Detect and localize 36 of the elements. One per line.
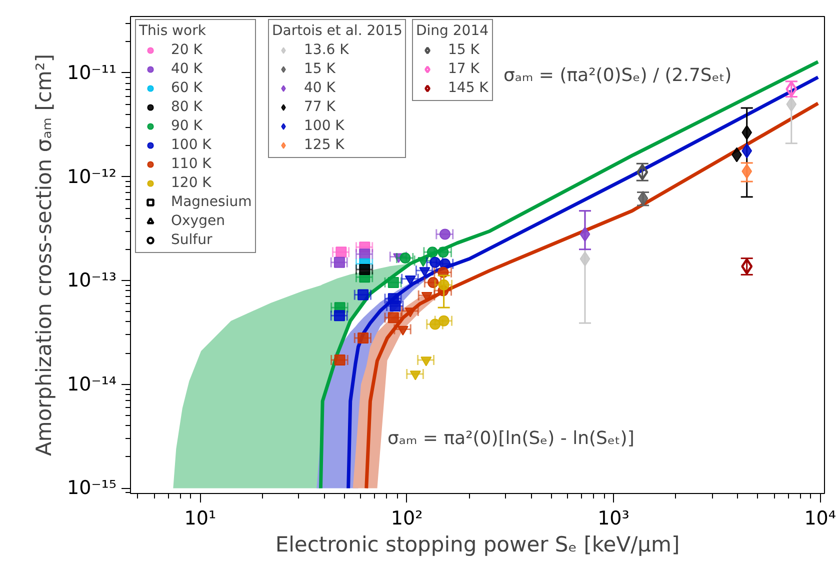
y-tick-label: 10⁻¹³	[67, 270, 117, 292]
y-tick-label: 10⁻¹⁵	[67, 477, 117, 500]
y-tick-label: 10⁻¹⁴	[67, 373, 117, 396]
text: This work	[139, 23, 206, 39]
legend-label: 13.6 K	[304, 41, 349, 59]
legend-label: Oxygen	[171, 212, 225, 230]
legend-label: 125 K	[304, 136, 344, 154]
annotation: σₐₘ = (πa²(0)Sₑ) / (2.7Sₑₜ)	[504, 65, 732, 86]
legend-label: Sulfur	[171, 231, 212, 249]
legend-label: 145 K	[448, 79, 488, 97]
legend-label: 17 K	[448, 60, 480, 78]
legend-label: 77 K	[304, 98, 336, 116]
legend-label: 90 K	[171, 117, 202, 135]
y-axis-title: Amorphization cross-section σₐₘ [cm²]	[32, 54, 56, 456]
x-axis-title: Electronic stopping power Sₑ [keV/µm]	[275, 532, 680, 556]
y-tick-label: 10⁻¹¹	[67, 62, 117, 84]
annotation: σₐₘ = πa²(0)[ln(Sₑ) - ln(Sₑₜ)]	[388, 428, 634, 449]
x-tick-label: 10⁴	[804, 508, 836, 530]
legend-label: 20 K	[171, 41, 202, 59]
legend-label: 120 K	[171, 174, 212, 192]
x-tick-label: 10²	[390, 508, 423, 530]
x-tick-label: 10¹	[184, 508, 216, 530]
legend-label: 60 K	[171, 79, 202, 97]
legend-label: 80 K	[171, 98, 202, 116]
legend-label: 100 K	[171, 136, 212, 154]
legend-label: 110 K	[171, 155, 212, 173]
text: Ding 2014	[416, 23, 489, 39]
legend-label: 15 K	[304, 60, 336, 78]
legend-label: 15 K	[448, 41, 480, 59]
legend-label: Magnesium	[171, 193, 252, 211]
x-tick-label: 10³	[598, 508, 630, 530]
y-tick-label: 10⁻¹²	[67, 166, 117, 188]
legend-label: 40 K	[304, 79, 336, 97]
legend-label: 100 K	[304, 117, 344, 135]
text: Dartois et al. 2015	[272, 23, 402, 39]
legend-label: 40 K	[171, 60, 202, 78]
